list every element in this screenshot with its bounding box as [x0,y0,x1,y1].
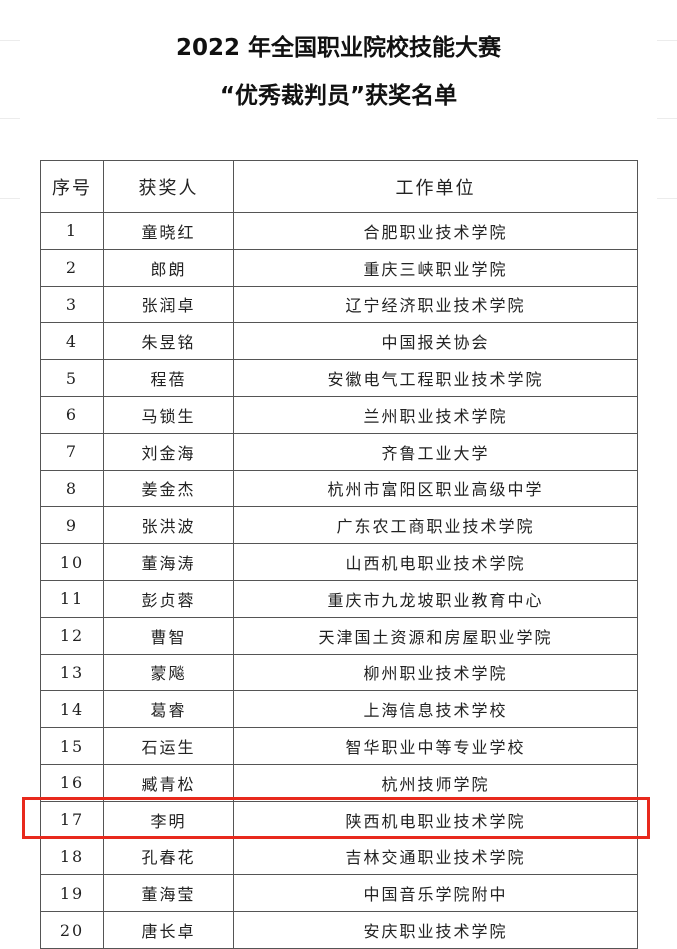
cell-index: 3 [40,285,104,324]
header-winner: 获奖人 [103,160,234,213]
document-subtitle: “优秀裁判员”获奖名单 [219,83,458,109]
header-index: 序号 [40,160,104,213]
cell-index: 18 [40,837,104,876]
cell-unit: 安徽电气工程职业技术学院 [233,359,638,397]
table-row: 13 蒙飚 柳州职业技术学院 [40,653,638,692]
cell-unit: 中国音乐学院附中 [233,874,638,913]
cell-unit: 上海信息技术学校 [233,690,638,729]
table-header-row: 序号 获奖人 工作单位 [40,160,638,213]
cell-unit: 吉林交通职业技术学院 [233,837,638,876]
table-row: 10 董海涛 山西机电职业技术学院 [40,543,638,581]
table-row: 14 葛睿 上海信息技术学校 [40,690,638,729]
cell-unit: 杭州技师学院 [233,763,638,802]
cell-winner: 葛睿 [103,690,234,729]
cell-winner: 朱昱铭 [103,322,234,361]
cell-unit: 智华职业中等专业学校 [233,727,638,765]
table-row: 20 唐长卓 安庆职业技术学院 [40,911,638,949]
cell-winner: 童晓红 [103,212,234,250]
table-row: 12 曹智 天津国土资源和房屋职业学院 [40,616,638,655]
table-row: 8 姜金杰 杭州市富阳区职业高级中学 [40,469,638,508]
cell-index: 20 [40,911,104,949]
table-row: 9 张洪波 广东农工商职业技术学院 [40,506,638,545]
cell-unit: 辽宁经济职业技术学院 [233,285,638,324]
cell-index: 11 [40,579,104,618]
header-unit: 工作单位 [233,160,638,213]
table-row: 3 张润卓 辽宁经济职业技术学院 [40,285,638,324]
cell-winner: 彭贞蓉 [103,579,234,618]
cell-index: 5 [40,359,104,397]
cell-winner: 曹智 [103,616,234,655]
cell-winner: 刘金海 [103,432,234,471]
table-row: 2 郎朗 重庆三峡职业学院 [40,248,638,287]
cell-index: 12 [40,616,104,655]
cell-winner: 唐长卓 [103,911,234,949]
cell-index: 13 [40,653,104,692]
table-row: 16 臧青松 杭州技师学院 [40,763,638,802]
cell-unit: 合肥职业技术学院 [233,212,638,250]
cell-index: 9 [40,506,104,545]
cell-index: 16 [40,763,104,802]
cell-winner: 孔春花 [103,837,234,876]
cell-index: 15 [40,727,104,765]
document-title: 2022 年全国职业院校技能大赛 [175,35,502,61]
table-row: 15 石运生 智华职业中等专业学校 [40,727,638,765]
cell-winner: 臧青松 [103,763,234,802]
table-row: 18 孔春花 吉林交通职业技术学院 [40,837,638,876]
cell-winner: 姜金杰 [103,469,234,508]
table-row: 7 刘金海 齐鲁工业大学 [40,432,638,471]
cell-unit: 重庆市九龙坡职业教育中心 [233,579,638,618]
cell-winner: 郎朗 [103,248,234,287]
cell-winner: 李明 [103,800,234,839]
cell-unit: 柳州职业技术学院 [233,653,638,692]
cell-winner: 董海涛 [103,543,234,581]
cell-unit: 广东农工商职业技术学院 [233,506,638,545]
cell-unit: 重庆三峡职业学院 [233,248,638,287]
table-row: 4 朱昱铭 中国报关协会 [40,322,638,361]
table-row: 17 李明 陕西机电职业技术学院 [40,800,638,839]
cell-unit: 兰州职业技术学院 [233,395,638,434]
table-row: 1 童晓红 合肥职业技术学院 [40,212,638,250]
cell-winner: 张洪波 [103,506,234,545]
award-table: 序号 获奖人 工作单位 1 童晓红 合肥职业技术学院 2 郎朗 重庆三峡职业学院 3 张润卓辽… [40,160,638,949]
cell-unit: 天津国土资源和房屋职业学院 [233,616,638,655]
cell-winner: 程蓓 [103,359,234,397]
cell-index: 17 [40,800,104,839]
cell-index: 10 [40,543,104,581]
cell-unit: 齐鲁工业大学 [233,432,638,471]
cell-unit: 山西机电职业技术学院 [233,543,638,581]
cell-unit: 安庆职业技术学院 [233,911,638,949]
cell-index: 19 [40,874,104,913]
cell-unit: 陕西机电职业技术学院 [233,800,638,839]
cell-winner: 张润卓 [103,285,234,324]
cell-index: 14 [40,690,104,729]
cell-index: 7 [40,432,104,471]
table-row: 5 程蓓 安徽电气工程职业技术学院 [40,359,638,397]
cell-index: 2 [40,248,104,287]
cell-index: 6 [40,395,104,434]
cell-unit: 杭州市富阳区职业高级中学 [233,469,638,508]
cell-index: 1 [40,212,104,250]
cell-winner: 蒙飚 [103,653,234,692]
table-row: 11 彭贞蓉 重庆市九龙坡职业教育中心 [40,579,638,618]
cell-unit: 中国报关协会 [233,322,638,361]
cell-index: 4 [40,322,104,361]
cell-winner: 董海莹 [103,874,234,913]
table-row: 6 马锁生 兰州职业技术学院 [40,395,638,434]
cell-winner: 马锁生 [103,395,234,434]
table-row: 19 董海莹 中国音乐学院附中 [40,874,638,913]
cell-winner: 石运生 [103,727,234,765]
cell-index: 8 [40,469,104,508]
